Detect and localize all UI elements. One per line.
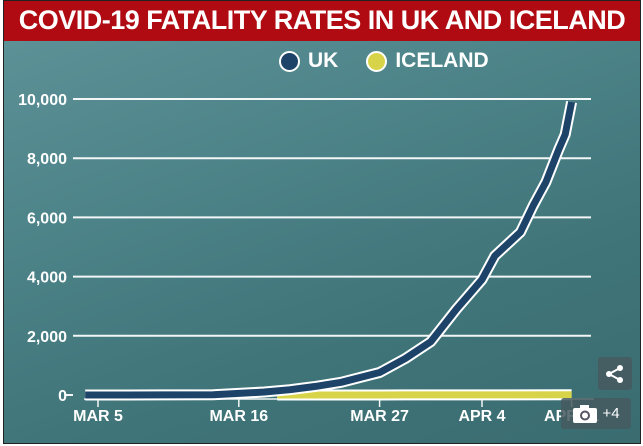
series-uk-line (85, 101, 576, 399)
legend-swatch-uk (279, 50, 300, 72)
camera-icon (573, 404, 598, 423)
y-tick-label: 0 (58, 388, 67, 405)
x-tick-label: MAR 16 (209, 408, 268, 425)
chart-plot: 0 2,000 4,000 6,000 8,000 10,000 MAR 5 MAR 16 MA… (18, 92, 599, 425)
y-tick-label: 2,000 (27, 329, 67, 346)
legend-label-iceland: ICELAND (395, 49, 489, 72)
legend-item-uk: UK (279, 49, 338, 73)
more-images-count: +4 (602, 405, 620, 422)
y-tick-label: 8,000 (27, 151, 67, 168)
chart-title: COVID-19 FATALITY RATES IN UK AND ICELAN… (4, 1, 640, 41)
x-tick-label: APR 4 (458, 408, 505, 425)
legend-item-iceland: ICELAND (366, 49, 489, 73)
legend-label-uk: UK (308, 49, 339, 72)
gallery-button[interactable]: +4 (561, 398, 631, 429)
share-icon (606, 364, 623, 383)
y-tick-label: 4,000 (27, 270, 67, 287)
x-tick-label: MAR 27 (350, 408, 409, 425)
chart-frame: COVID-19 FATALITY RATES IN UK AND ICELAN… (3, 0, 641, 444)
y-tick-label: 10,000 (18, 92, 67, 109)
y-tick-label: 6,000 (27, 210, 67, 227)
legend-swatch-iceland (366, 50, 388, 72)
legend: UK ICELAND (279, 49, 517, 73)
x-tick-label: MAR 5 (73, 408, 123, 425)
share-button[interactable] (598, 357, 632, 390)
